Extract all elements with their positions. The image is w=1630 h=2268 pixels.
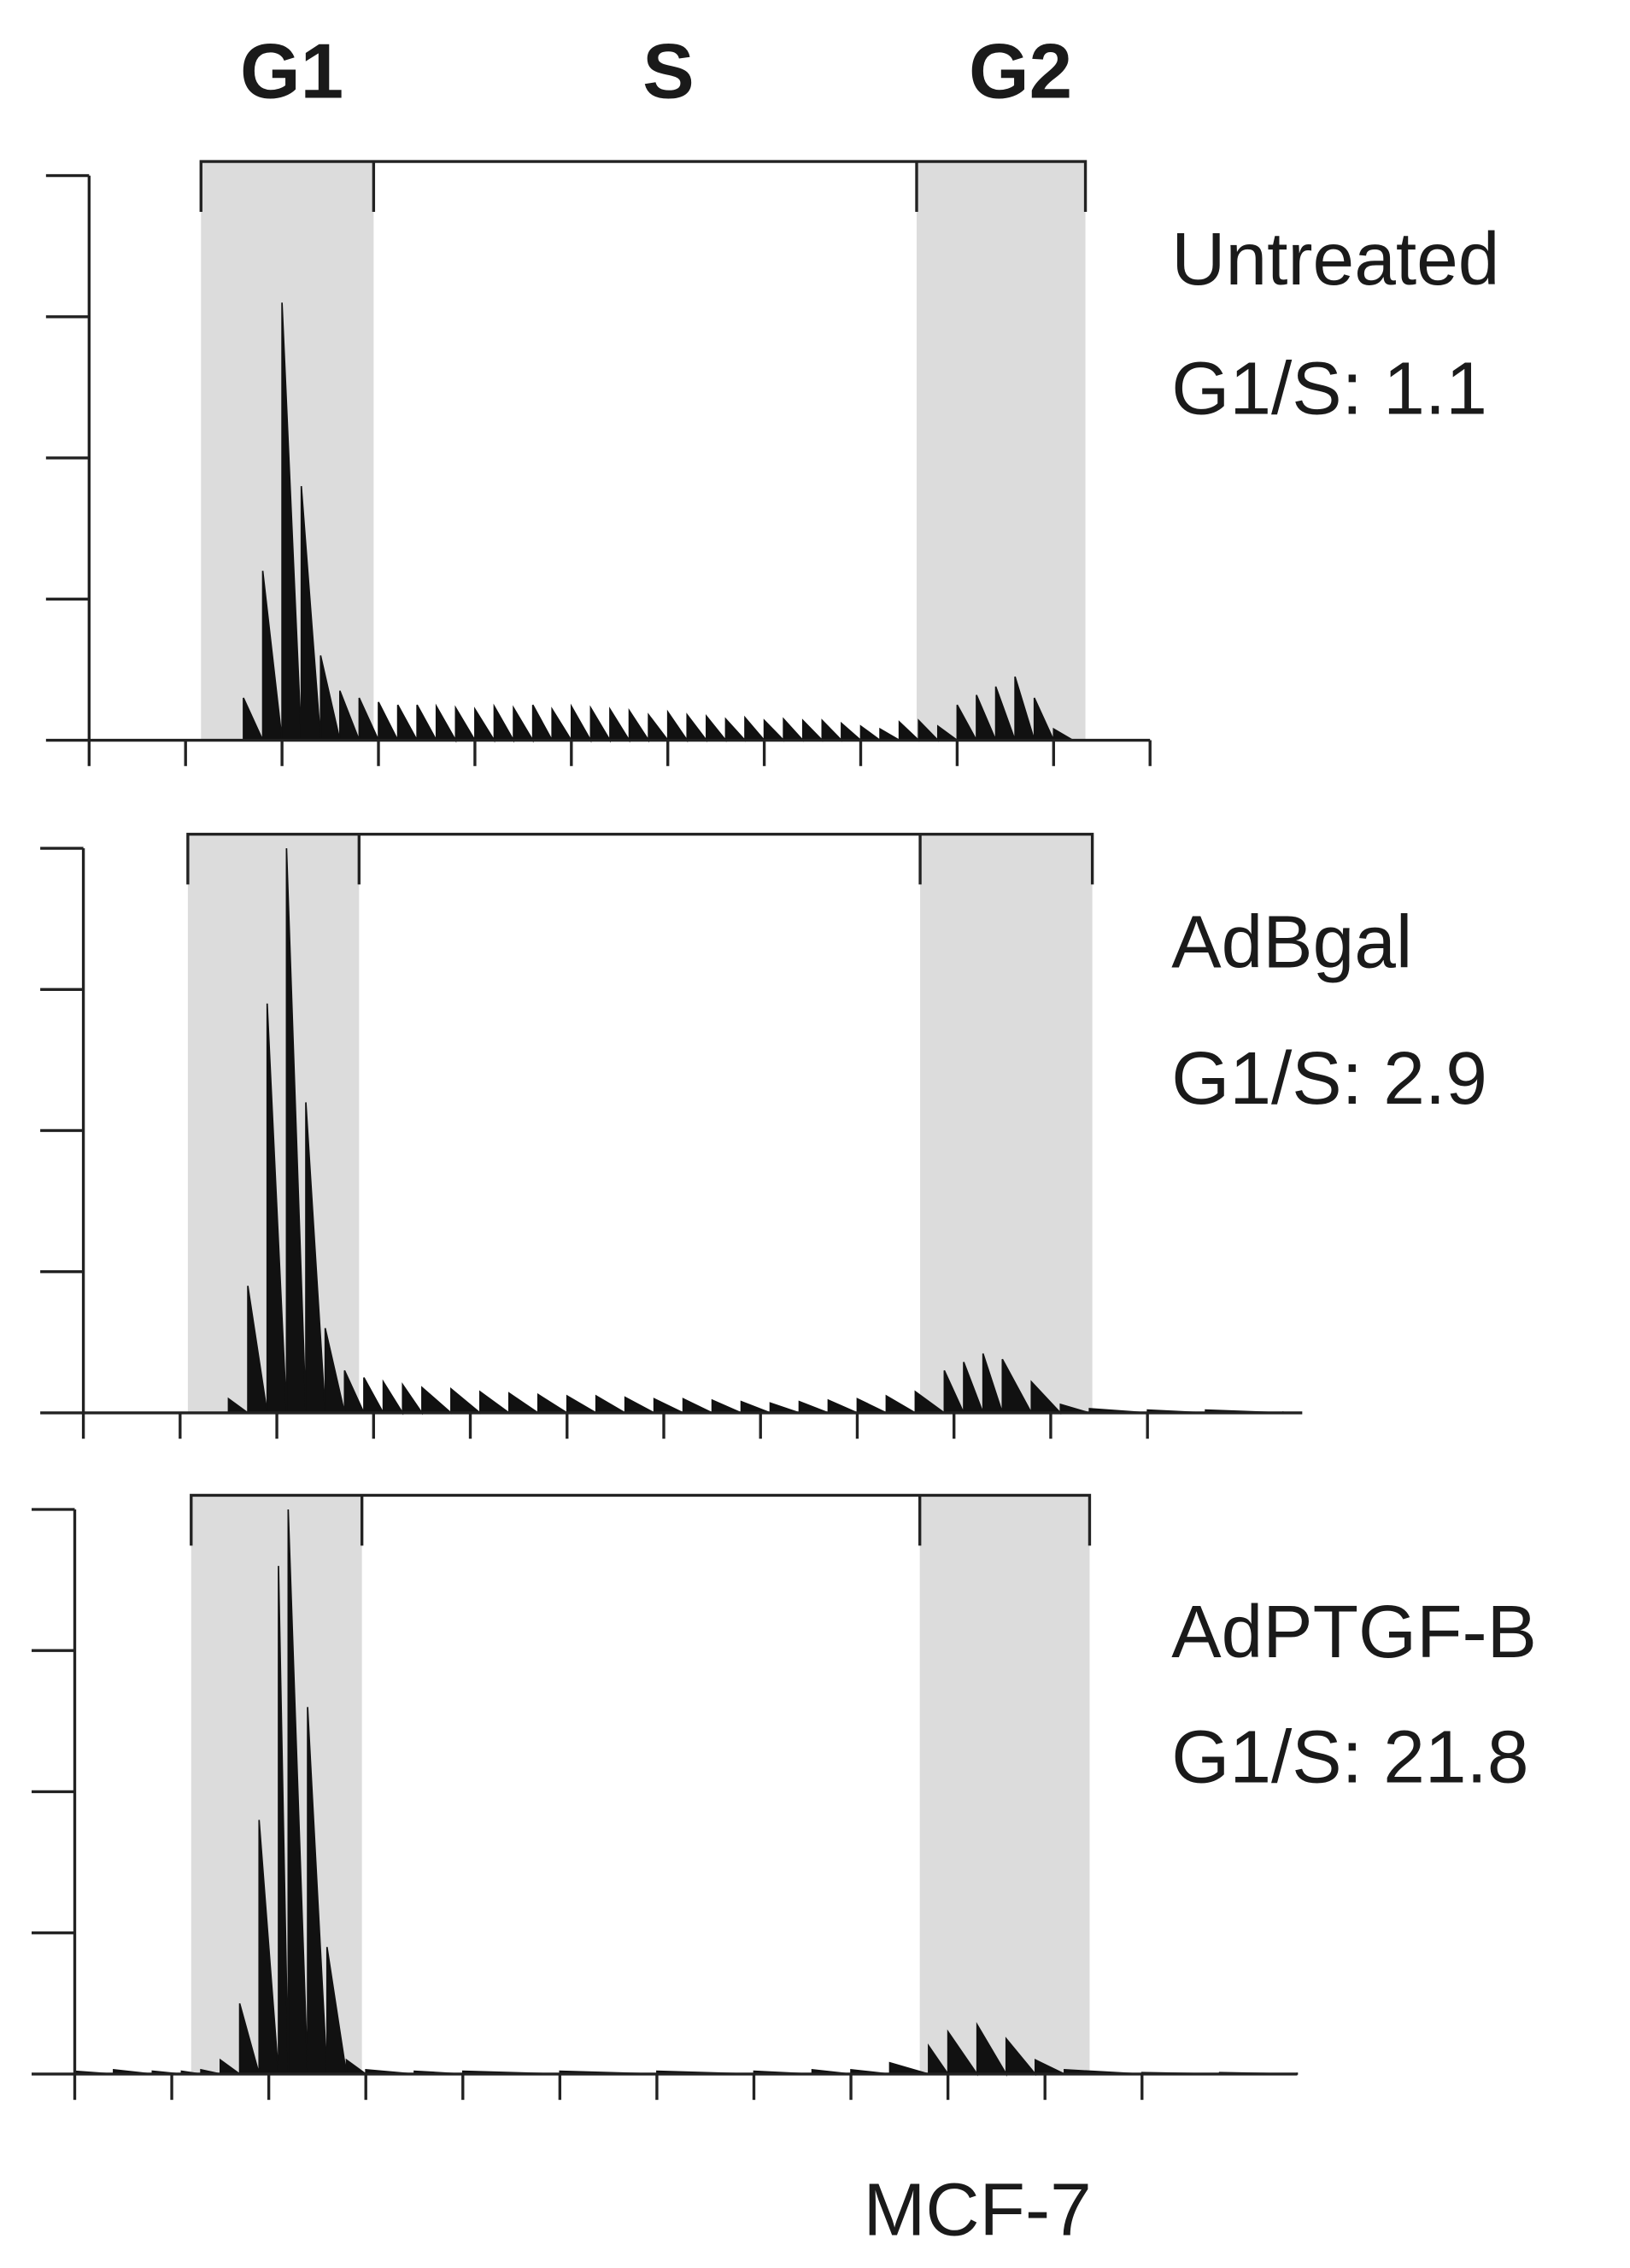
phase-label: S [642,28,695,114]
ratio-label: G1/S: 2.9 [1171,1036,1487,1120]
panel-label: AdPTGF-B [1171,1590,1537,1673]
gate-region [919,1495,1090,2074]
footer-label: MCF-7 [863,2167,1091,2251]
panel-label: Untreated [1171,217,1499,301]
phase-label: G2 [969,28,1072,114]
gate-region [916,161,1086,741]
gate-region [920,834,1093,1413]
gate-bracket [190,1493,1092,1546]
histogram-area [224,302,1076,743]
panel-label: AdBgal [1171,900,1412,983]
gate-region [191,1495,362,2074]
gate-bracket [186,832,1094,885]
histogram-area [208,848,1284,1415]
gate-bracket [199,160,1088,212]
ratio-label: G1/S: 1.1 [1171,347,1487,431]
ratio-label: G1/S: 21.8 [1171,1714,1528,1798]
phase-label: G1 [240,28,343,114]
